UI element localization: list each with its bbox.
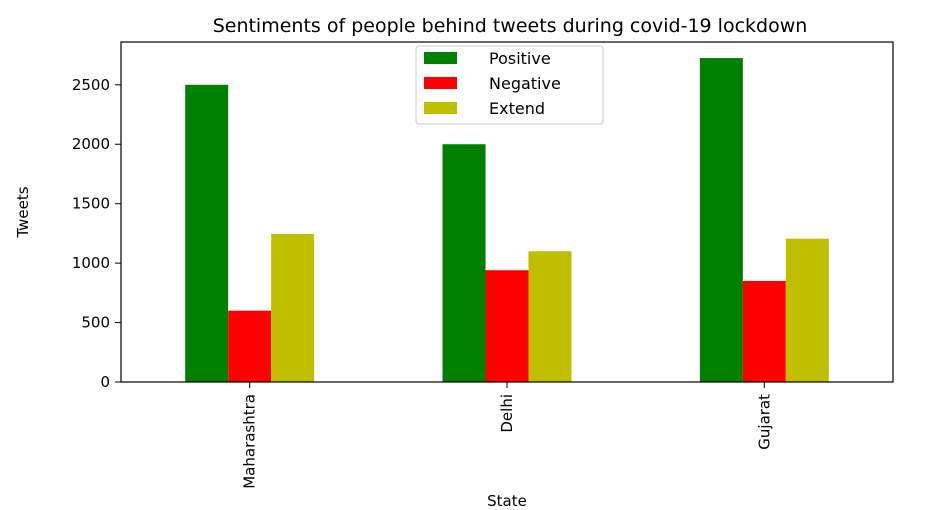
- bar-negative-gujarat: [742, 280, 786, 382]
- bar-extend-delhi: [528, 251, 572, 382]
- y-axis-label: Tweets: [14, 186, 32, 238]
- legend-swatch-extend: [424, 102, 457, 114]
- bar-negative-maharashtra: [228, 310, 272, 382]
- bar-positive-maharashtra: [185, 84, 229, 382]
- bar-extend-gujarat: [785, 238, 829, 382]
- bars: [185, 58, 829, 382]
- legend-label-negative: Negative: [489, 74, 561, 93]
- y-tick-label: 0: [100, 373, 110, 391]
- chart-title: Sentiments of people behind tweets durin…: [213, 15, 808, 37]
- legend-label-extend: Extend: [489, 99, 545, 118]
- legend-label-positive: Positive: [489, 49, 551, 68]
- bar-positive-gujarat: [699, 58, 743, 382]
- y-tick-label: 2000: [72, 135, 110, 153]
- y-axis: 0 500 1000 1500 2000 2500: [72, 76, 121, 391]
- bar-negative-delhi: [485, 270, 529, 382]
- legend-swatch-positive: [424, 52, 457, 64]
- y-tick-label: 500: [81, 314, 110, 332]
- legend-box: [415, 45, 604, 125]
- y-tick-label: 2500: [72, 76, 110, 94]
- x-axis: Maharashtra Delhi Gujarat: [241, 382, 773, 489]
- x-tick-label: Maharashtra: [241, 394, 259, 489]
- legend-swatch-negative: [424, 77, 457, 89]
- y-tick-label: 1000: [72, 254, 110, 272]
- y-tick-label: 1500: [72, 195, 110, 213]
- bar-extend-maharashtra: [271, 233, 315, 382]
- x-tick-label: Delhi: [498, 394, 516, 433]
- legend: Positive Negative Extend: [415, 45, 604, 125]
- x-tick-label: Gujarat: [755, 394, 773, 450]
- bar-positive-delhi: [442, 144, 486, 382]
- x-axis-label: State: [487, 492, 527, 510]
